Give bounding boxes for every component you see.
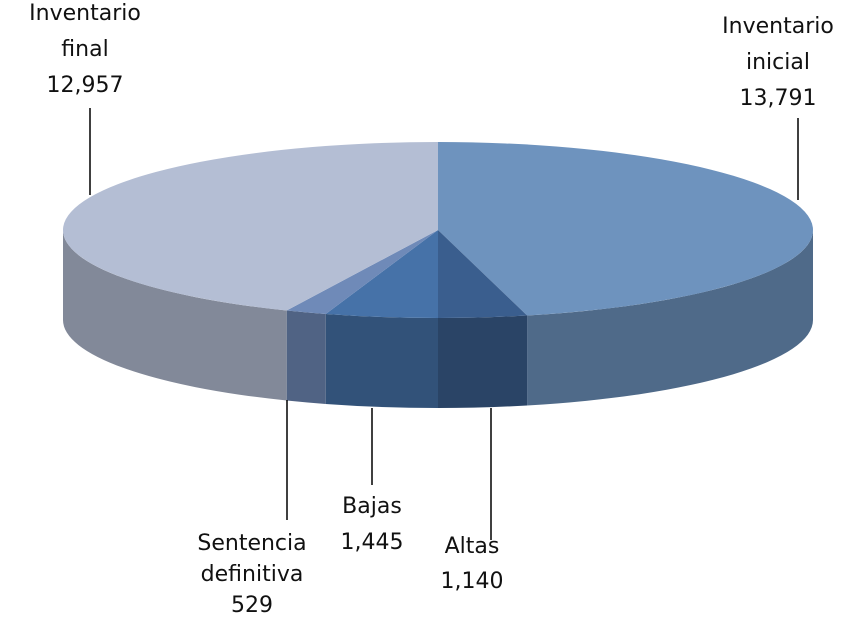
slice-label: Inventario final <box>29 1 141 62</box>
slice-side <box>527 230 813 406</box>
slice-side <box>286 310 326 404</box>
slice-side <box>325 313 438 408</box>
value-label: 13,791 <box>740 86 817 111</box>
slice-side <box>63 230 287 401</box>
label-line: Sentencia <box>197 531 306 556</box>
label-line: definitiva <box>201 562 304 587</box>
slice-label: Inventario inicial <box>722 14 834 75</box>
value-label: 12,957 <box>47 73 124 98</box>
slice <box>63 142 439 311</box>
label-line: Bajas <box>342 494 402 519</box>
slice-label: Altas <box>445 534 500 559</box>
label-line: final <box>61 37 108 62</box>
slice <box>325 230 438 318</box>
value-label: 1,445 <box>341 530 404 555</box>
slice-label: Bajas <box>342 494 402 519</box>
label-line: Inventario <box>29 1 141 26</box>
slice-label: Sentencia definitiva <box>197 531 306 587</box>
slice <box>438 230 528 318</box>
label-line: Altas <box>445 534 500 559</box>
label-line: Inventario <box>722 14 834 39</box>
slice <box>286 230 438 314</box>
value-label: 1,140 <box>441 569 504 594</box>
value-label: 529 <box>231 593 273 618</box>
slice <box>438 142 814 316</box>
slice-side <box>438 315 528 408</box>
label-line: inicial <box>746 50 810 75</box>
